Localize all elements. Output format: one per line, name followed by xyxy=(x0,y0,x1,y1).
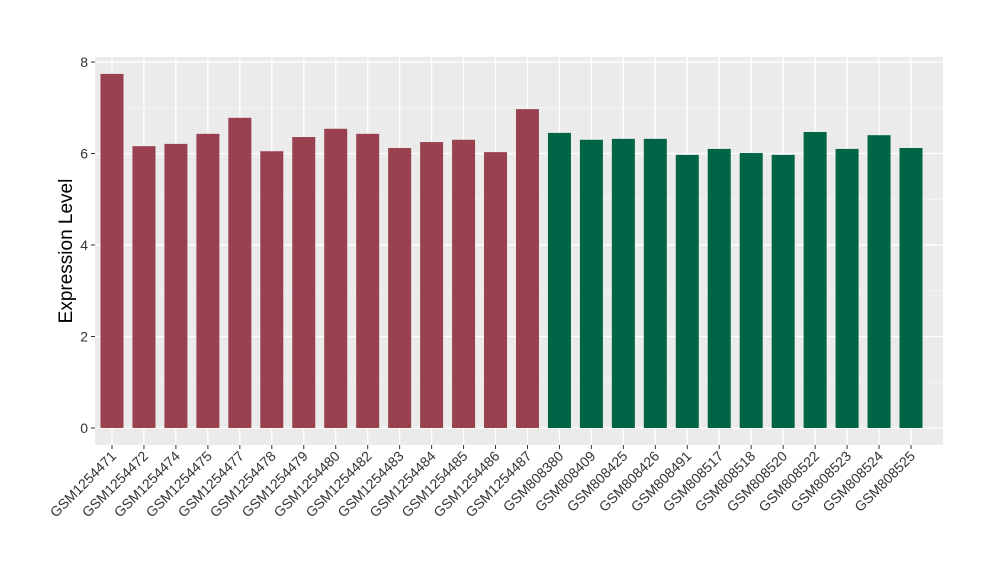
bar-GSM1254475 xyxy=(196,133,220,428)
bar-GSM808426 xyxy=(643,138,667,429)
bar-GSM808525 xyxy=(899,148,923,428)
bar-GSM808380 xyxy=(547,132,571,428)
bar-GSM808523 xyxy=(835,148,859,429)
bars xyxy=(100,73,923,429)
bar-GSM1254487 xyxy=(515,109,539,428)
bar-GSM808517 xyxy=(707,148,731,429)
bar-GSM1254484 xyxy=(420,142,444,428)
bar-GSM808520 xyxy=(771,154,795,428)
bar-GSM808409 xyxy=(579,139,603,428)
y-tick-label: 4 xyxy=(80,237,88,253)
bar-GSM1254483 xyxy=(388,148,412,428)
y-tick-label: 2 xyxy=(80,329,88,345)
bar-GSM808518 xyxy=(739,153,763,429)
y-tick-label: 0 xyxy=(80,420,88,436)
y-tick-label: 6 xyxy=(80,146,88,162)
bar-GSM808425 xyxy=(611,138,635,429)
bar-GSM1254480 xyxy=(324,128,348,429)
x-axis: GSM1254471GSM1254472GSM1254474GSM1254475… xyxy=(47,445,918,520)
bar-GSM1254471 xyxy=(100,73,124,429)
y-axis-label: Expression Level xyxy=(56,179,77,324)
bar-GSM1254486 xyxy=(484,152,508,428)
bar-GSM1254482 xyxy=(356,133,380,428)
bar-GSM1254478 xyxy=(260,151,284,428)
bar-GSM1254474 xyxy=(164,143,188,428)
y-axis: 0 2 4 6 8 xyxy=(80,54,95,436)
bar-GSM1254485 xyxy=(452,139,476,428)
bar-GSM808524 xyxy=(867,135,891,428)
bar-GSM1254477 xyxy=(228,117,252,428)
y-tick-label: 8 xyxy=(80,54,88,70)
bar-GSM808522 xyxy=(803,131,827,428)
bar-GSM808491 xyxy=(675,154,699,428)
bar-GSM1254479 xyxy=(292,137,316,428)
bar-GSM1254472 xyxy=(132,146,156,428)
